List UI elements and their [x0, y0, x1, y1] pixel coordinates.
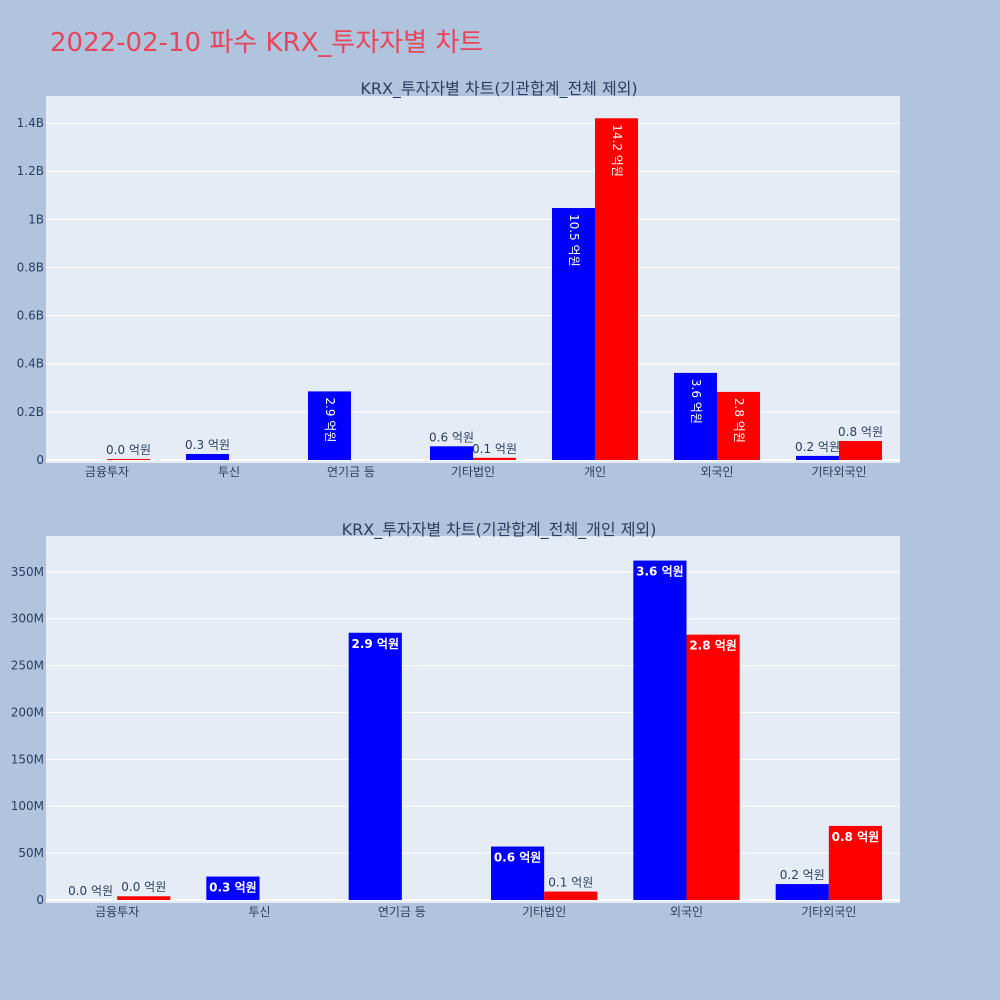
- bar: [674, 372, 717, 460]
- x-tick-label: 외국인: [670, 905, 703, 919]
- bar: [839, 440, 882, 460]
- y-tick-label: 0.4B: [17, 357, 44, 371]
- bar: [775, 884, 829, 900]
- data-label: 0.1 억원: [548, 876, 593, 890]
- y-tick-label: 0.2B: [17, 405, 44, 419]
- data-label: 0.8 억원: [832, 830, 880, 844]
- bar: [348, 632, 402, 900]
- y-tick-label: 250M: [11, 659, 44, 673]
- bar: [186, 453, 229, 460]
- data-label: 0.6 억원: [429, 430, 474, 444]
- bar: [491, 846, 545, 900]
- plot-area: [46, 96, 900, 463]
- bar: [828, 825, 882, 900]
- x-tick-label: 연기금 등: [378, 905, 426, 919]
- plot-area: [46, 536, 900, 903]
- data-label: 0.0 억원: [68, 884, 113, 898]
- x-tick-label: 투신: [218, 465, 240, 479]
- bar: [473, 457, 516, 460]
- y-tick-label: 150M: [11, 752, 44, 766]
- y-tick-label: 200M: [11, 705, 44, 719]
- chart-title: KRX_투자자별 차트(기관합계_전체_개인 제외): [342, 520, 657, 540]
- x-tick-label: 투신: [248, 905, 270, 919]
- bar: [107, 459, 150, 460]
- data-label: 14.2 억원: [610, 124, 624, 177]
- y-tick-label: 0: [36, 893, 44, 907]
- chart-bottom: KRX_투자자별 차트(기관합계_전체_개인 제외) 0 50M 100M 150M 20…: [11, 520, 900, 919]
- data-label: 2.8 억원: [689, 639, 737, 653]
- data-label: 2.9 억원: [351, 637, 399, 651]
- y-tick-label: 0.6B: [17, 309, 44, 323]
- x-tick-label: 개인: [584, 465, 606, 479]
- data-label: 0.0 억원: [121, 880, 166, 894]
- page-title: 2022-02-10 파수 KRX_투자자별 차트: [50, 28, 484, 58]
- data-label: 0.6 억원: [494, 851, 542, 865]
- bar: [796, 455, 839, 460]
- chart-title: KRX_투자자별 차트(기관합계_전체 제외): [360, 79, 637, 99]
- data-label: 3.6 억원: [689, 379, 703, 424]
- x-tick-label: 기타법인: [451, 465, 495, 479]
- x-tick-label: 기타법인: [522, 905, 566, 919]
- data-label: 0.0 억원: [106, 443, 151, 457]
- bar: [552, 208, 595, 460]
- bar: [686, 634, 740, 900]
- x-tick-label: 금융투자: [95, 905, 139, 919]
- x-tick-label: 기타외국인: [801, 905, 856, 919]
- bar: [633, 560, 687, 900]
- data-label: 2.9 억원: [323, 397, 337, 442]
- bar: [544, 891, 598, 900]
- y-tick-label: 1.4B: [17, 116, 44, 130]
- bar: [717, 391, 760, 460]
- bar: [430, 446, 473, 460]
- data-label: 0.1 억원: [472, 442, 517, 456]
- y-tick-label: 100M: [11, 799, 44, 813]
- y-tick-label: 1.2B: [17, 164, 44, 178]
- y-tick-label: 50M: [18, 846, 44, 860]
- bar: [206, 876, 260, 900]
- y-tick-label: 0.8B: [17, 260, 44, 274]
- bar: [595, 118, 638, 461]
- x-tick-label: 기타외국인: [811, 465, 866, 479]
- y-tick-label: 0: [36, 453, 44, 467]
- x-tick-label: 외국인: [700, 465, 733, 479]
- x-tick-label: 연기금 등: [327, 465, 375, 479]
- data-label: 10.5 억원: [567, 214, 581, 267]
- y-tick-label: 350M: [11, 565, 44, 579]
- x-tick-label: 금융투자: [85, 465, 129, 479]
- data-label: 0.2 억원: [795, 440, 840, 454]
- y-tick-label: 1B: [28, 212, 44, 226]
- data-label: 0.2 억원: [780, 868, 825, 882]
- data-label: 0.3 억원: [185, 438, 230, 452]
- bar: [117, 896, 171, 900]
- data-label: 3.6 억원: [636, 565, 684, 579]
- data-label: 2.8 억원: [732, 398, 746, 443]
- bar: [308, 391, 351, 460]
- data-label: 0.8 억원: [838, 425, 883, 439]
- y-tick-label: 300M: [11, 612, 44, 626]
- data-label: 0.3 억원: [209, 881, 257, 895]
- chart-top: KRX_투자자별 차트(기관합계_전체 제외) 0 0.2B 0.4B 0.6B 0.8B…: [17, 79, 900, 479]
